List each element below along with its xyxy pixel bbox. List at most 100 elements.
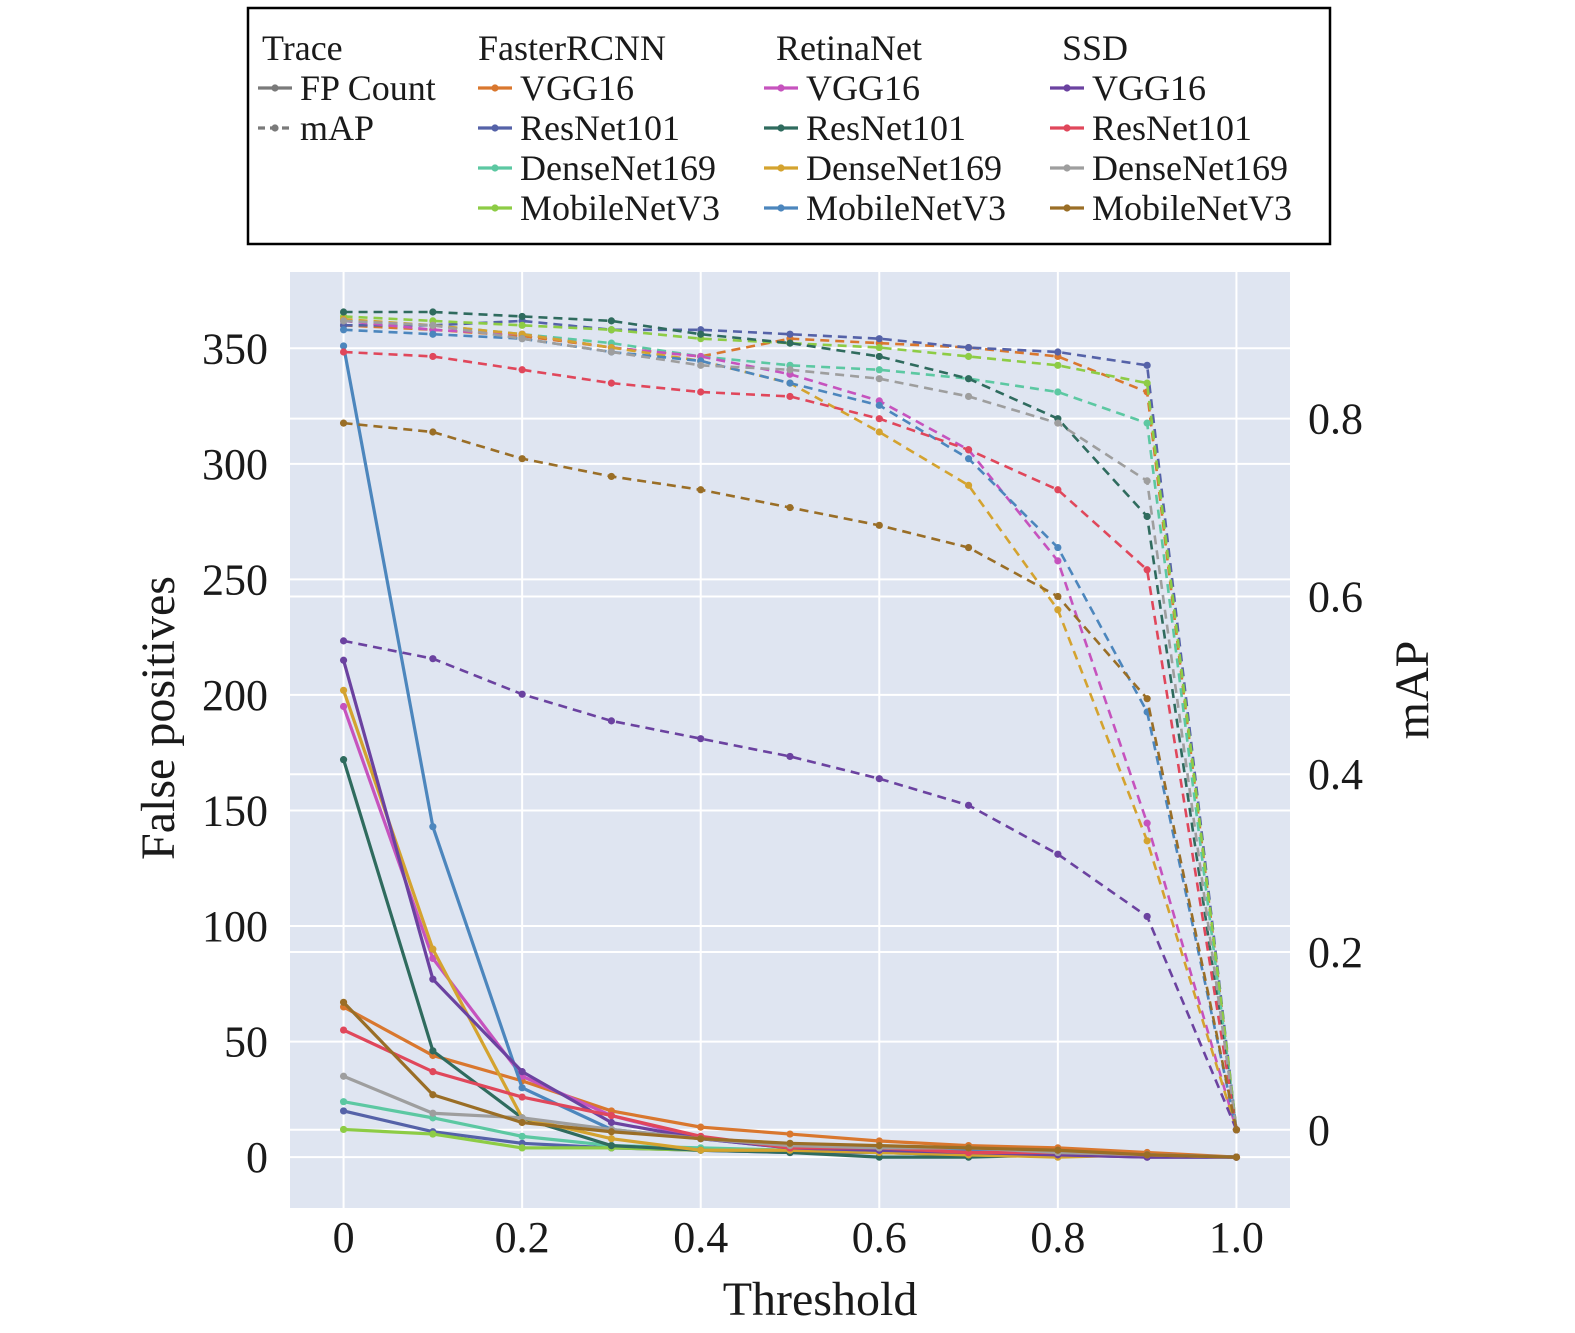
fp-point-ssd-mobilenetv3 — [1054, 1146, 1062, 1154]
fp-point-retinanet-resnet101 — [607, 1142, 616, 1150]
map-point-ssd-vgg16 — [607, 717, 616, 725]
map-line-retinanet-resnet101 — [343, 310, 1238, 1130]
map-point-ssd-densenet169 — [339, 317, 348, 325]
y2-axis-ticks: 0 0.2 0.4 0.6 0.8 — [1308, 395, 1363, 1155]
map-point-fasterrcnn-mobilenetv3 — [607, 326, 616, 334]
fp-point-retinanet-mobilenetv3 — [429, 823, 437, 831]
map-point-fasterrcnn-resnet101 — [875, 335, 883, 343]
fp-point-retinanet-densenet169 — [607, 1135, 616, 1143]
fp-point-ssd-mobilenetv3 — [429, 1091, 437, 1099]
legend-entry-label: MobileNetV3 — [520, 188, 720, 228]
map-point-retinanet-mobilenetv3 — [429, 330, 437, 338]
map-point-fasterrcnn-densenet169 — [875, 366, 883, 374]
map-point-retinanet-mobilenetv3 — [786, 379, 794, 387]
map-point-ssd-densenet169 — [875, 375, 883, 383]
fp-point-fasterrcnn-densenet169 — [518, 1132, 526, 1140]
map-point-retinanet-densenet169 — [875, 428, 883, 436]
fp-point-ssd-mobilenetv3 — [697, 1135, 705, 1143]
map-line-ssd-vgg16 — [343, 639, 1238, 1131]
legend-marker — [491, 204, 499, 212]
fp-point-ssd-mobilenetv3 — [875, 1142, 883, 1150]
map-point-fasterrcnn-mobilenetv3 — [1143, 379, 1151, 387]
legend-box — [246, 6, 1332, 246]
map-point-fasterrcnn-mobilenetv3 — [875, 343, 883, 352]
map-point-ssd-mobilenetv3 — [518, 455, 526, 463]
map-point-ssd-resnet101 — [429, 352, 437, 361]
y-axis-ticks: 0 50 100 150 200 250 300 350 — [202, 324, 268, 1182]
map-point-ssd-resnet101 — [964, 446, 973, 454]
fp-point-retinanet-resnet101 — [429, 1047, 437, 1055]
map-point-ssd-mobilenetv3 — [697, 486, 705, 494]
map-point-fasterrcnn-mobilenetv3 — [964, 352, 973, 361]
map-point-ssd-mobilenetv3 — [786, 503, 794, 512]
legend-marker — [271, 84, 279, 92]
fp-point-retinanet-densenet169 — [697, 1146, 705, 1154]
map-point-retinanet-resnet101 — [429, 308, 437, 316]
map-point-fasterrcnn-resnet101 — [786, 330, 794, 338]
fp-point-fasterrcnn-vgg16 — [786, 1130, 794, 1138]
map-point-ssd-densenet169 — [964, 392, 973, 401]
series-group — [339, 308, 1241, 1161]
fp-point-ssd-resnet101 — [607, 1111, 616, 1120]
legend-entry-label: ResNet101 — [1092, 108, 1252, 148]
map-point-retinanet-resnet101 — [607, 317, 616, 325]
legend-marker — [491, 84, 499, 92]
map-point-ssd-vgg16 — [964, 801, 973, 809]
legend-entry-label: DenseNet169 — [520, 148, 716, 188]
map-point-ssd-densenet169 — [1143, 477, 1151, 485]
fp-point-ssd-densenet169 — [429, 1109, 437, 1117]
map-point-ssd-mobilenetv3 — [429, 428, 437, 436]
legend-header: RetinaNet — [776, 28, 922, 68]
legend-header: SSD — [1062, 28, 1128, 68]
map-point-fasterrcnn-mobilenetv3 — [1054, 361, 1062, 369]
legend-marker — [777, 84, 785, 92]
legend-entry-label: DenseNet169 — [806, 148, 1002, 188]
map-point-retinanet-mobilenetv3 — [875, 401, 883, 409]
fp-point-fasterrcnn-densenet169 — [339, 1098, 348, 1106]
y-tick-label: 350 — [202, 324, 268, 373]
map-point-retinanet-resnet101 — [875, 352, 883, 361]
y-axis-label: False positives — [132, 576, 185, 860]
fp-point-retinanet-mobilenetv3 — [518, 1084, 526, 1092]
legend-marker — [271, 124, 279, 132]
map-point-ssd-vgg16 — [339, 637, 348, 645]
map-point-ssd-vgg16 — [697, 735, 705, 743]
fp-point-ssd-mobilenetv3 — [964, 1144, 973, 1152]
fp-point-ssd-resnet101 — [518, 1093, 526, 1101]
y2-axis-label: mAP — [1386, 641, 1439, 740]
x-tick-label: 0.2 — [495, 1213, 550, 1262]
map-point-retinanet-densenet169 — [1143, 837, 1151, 845]
fp-point-fasterrcnn-mobilenetv3 — [339, 1125, 348, 1134]
fp-point-ssd-vgg16 — [339, 656, 348, 664]
map-point-retinanet-vgg16 — [1143, 819, 1151, 827]
legend-marker — [1063, 124, 1071, 132]
y2-tick-label: 0 — [1308, 1106, 1330, 1155]
map-point-retinanet-resnet101 — [697, 330, 705, 338]
fp-point-fasterrcnn-mobilenetv3 — [429, 1130, 437, 1138]
legend-entry-label: ResNet101 — [520, 108, 680, 148]
x-axis-label: Threshold — [723, 1273, 918, 1326]
grid — [290, 272, 1290, 1208]
map-point-fasterrcnn-densenet169 — [1143, 419, 1151, 427]
legend-marker — [491, 164, 499, 172]
map-point-ssd-resnet101 — [339, 348, 348, 356]
map-point-ssd-vgg16 — [518, 690, 526, 698]
fp-point-fasterrcnn-mobilenetv3 — [518, 1144, 526, 1152]
map-point-ssd-vgg16 — [786, 752, 794, 761]
map-point-ssd-resnet101 — [875, 415, 883, 423]
x-tick-label: 0 — [333, 1213, 355, 1262]
map-point-fasterrcnn-resnet101 — [1143, 361, 1151, 369]
x-axis-ticks: 0 0.2 0.4 0.6 0.8 1.0 — [333, 1213, 1264, 1262]
map-point-retinanet-resnet101 — [964, 375, 973, 383]
map-point-retinanet-mobilenetv3 — [339, 326, 348, 334]
legend-entry-label: VGG16 — [520, 68, 634, 108]
fp-point-retinanet-mobilenetv3 — [339, 342, 348, 350]
y2-tick-label: 0.8 — [1308, 395, 1363, 444]
map-point-fasterrcnn-resnet101 — [1054, 348, 1062, 356]
fp-point-ssd-mobilenetv3 — [518, 1118, 526, 1127]
map-point-ssd-resnet101 — [1143, 566, 1151, 574]
map-point-ssd-mobilenetv3 — [1054, 592, 1062, 601]
map-line-fasterrcnn-vgg16 — [343, 324, 1238, 1130]
map-point-retinanet-resnet101 — [786, 339, 794, 347]
map-point-ssd-densenet169 — [697, 361, 705, 369]
